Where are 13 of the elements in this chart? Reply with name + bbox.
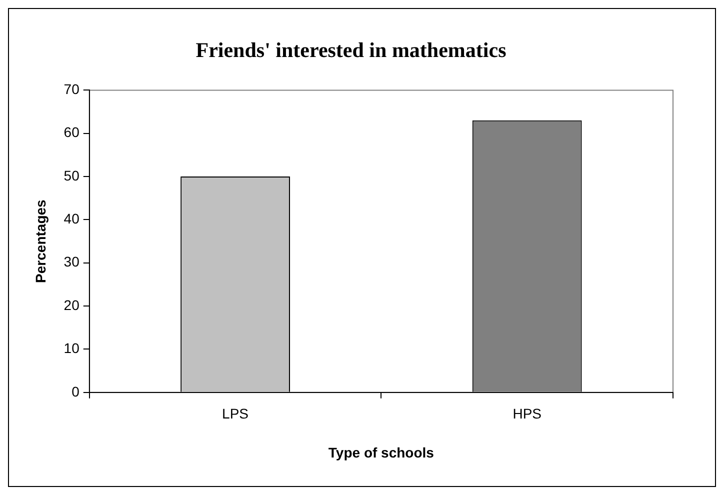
- y-tick-label: 10: [64, 340, 80, 356]
- x-tick-label: HPS: [512, 406, 542, 422]
- y-tick-label: 40: [64, 210, 80, 227]
- y-tick-label: 60: [64, 124, 80, 140]
- y-tick-label: 70: [64, 81, 80, 98]
- y-tick-label: 50: [64, 167, 80, 184]
- chart-title: Friends' interested in mathematics: [196, 38, 506, 62]
- y-tick-label: 0: [72, 383, 80, 400]
- y-axis-title: Percentages: [32, 199, 48, 283]
- x-axis-title: Type of schools: [328, 444, 434, 460]
- y-tick-label: 20: [64, 296, 80, 313]
- y-tick-label: 30: [64, 254, 80, 270]
- x-tick-label: LPS: [222, 406, 249, 422]
